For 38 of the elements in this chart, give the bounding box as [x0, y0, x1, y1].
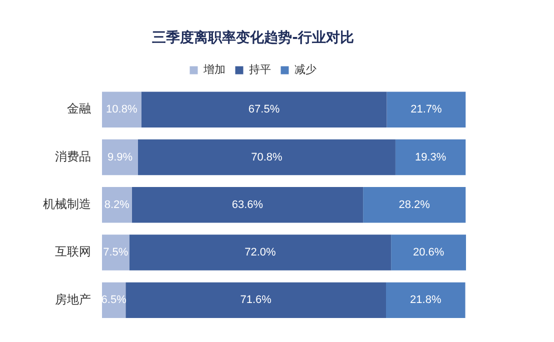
bar	[363, 187, 466, 223]
bar	[386, 92, 466, 128]
data-label: 9.9%	[107, 151, 133, 164]
bar	[102, 187, 132, 223]
bar	[141, 92, 387, 128]
data-label: 63.6%	[232, 198, 264, 211]
bar	[391, 234, 466, 270]
legend-label: 减少	[294, 63, 316, 76]
data-label: 21.7%	[410, 104, 442, 116]
data-label: 21.8%	[410, 294, 442, 306]
data-label: 6.5%	[101, 294, 127, 306]
legend-label: 增加	[202, 63, 226, 76]
bar	[102, 139, 138, 176]
chart-title: 三季度离职率变化趋势-行业对比	[152, 29, 354, 46]
data-label: 20.6%	[412, 246, 444, 259]
data-label: 71.6%	[240, 294, 272, 306]
bar	[386, 282, 466, 318]
y-tick-label: 互联网	[55, 244, 91, 259]
data-label: 67.5%	[248, 104, 280, 116]
bar	[129, 234, 392, 270]
bar	[395, 139, 466, 176]
data-label: 72.0%	[244, 246, 276, 259]
y-tick-label: 房地产	[55, 292, 91, 306]
data-label: 28.2%	[398, 198, 430, 211]
y-tick-label: 金融	[67, 102, 91, 116]
bar	[102, 234, 130, 270]
bar	[126, 282, 386, 318]
data-label: 7.5%	[103, 246, 128, 259]
data-label: 10.8%	[106, 104, 138, 116]
y-tick-label: 机械制造	[43, 197, 91, 212]
bar	[138, 139, 396, 176]
data-label: 8.2%	[104, 198, 130, 211]
data-label: 19.3%	[414, 151, 446, 164]
bar	[132, 187, 364, 223]
data-label: 70.8%	[251, 151, 283, 164]
y-tick-label: 消费品	[55, 149, 91, 164]
legend-label: 持平	[248, 63, 271, 76]
bar	[102, 92, 142, 128]
